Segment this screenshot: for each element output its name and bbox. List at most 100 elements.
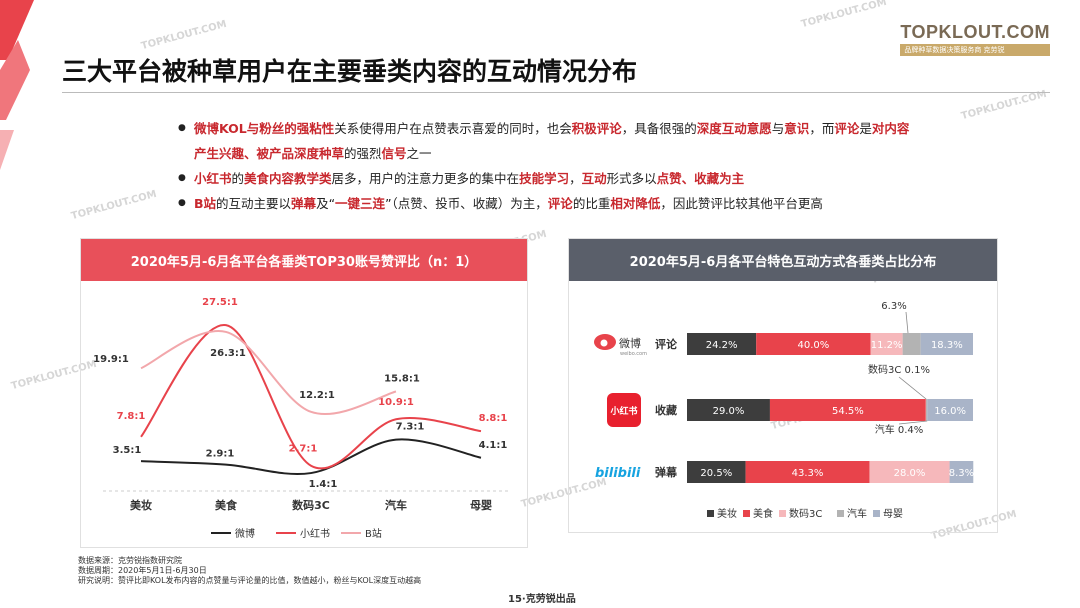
highlight-text: 弹幕 [291,196,317,211]
xiaohongshu-icon [607,393,641,427]
callout-leader [905,311,909,334]
callout-label: 汽车 0.4% [875,423,924,436]
legend-swatch [873,510,880,517]
weibo-eye-icon [600,339,608,347]
legend-label: 美食 [753,507,773,520]
footnotes: 数据来源：克劳锐指数研究院 数据周期：2020年5月1日-6月30日 研究说明：… [78,556,421,586]
weibo-sub-label: weibo.com [620,351,647,357]
series-line-小红书 [140,324,482,470]
xiaohongshu-label: 小红书 [609,405,637,417]
data-label: 7.3:1 [396,422,425,433]
page-title: 三大平台被种草用户在主要垂类内容的互动情况分布 [62,57,638,86]
series-line-微博 [140,438,482,475]
footnote-source: 数据来源：克劳锐指数研究院 [78,556,182,565]
legend-swatch [707,510,714,517]
insight-bullets: 微博KOL与粉丝的强粘性关系使得用户在点赞表示喜爱的同时，也会积极评论，具备很强… [178,116,918,216]
callout-label: 数码3C 0.1% [868,363,930,376]
data-label: 19.9:1 [93,354,129,365]
bullet-text: ，具备很强的 [621,121,697,136]
bar-category-label: 评论 [655,337,678,351]
legend-label: 微博 [235,527,255,540]
legend-label: 母婴 [883,508,903,520]
highlight-text: 技能学习 [519,171,570,186]
bullet-text: ，而 [809,121,835,136]
bar-segment-数码3C [870,333,903,355]
line-chart-title: 2020年5月-6月各平台各垂类TOP30账号赞评比（n：1） [81,239,527,281]
highlight-text: 互动 [581,171,607,186]
bar-segment-母婴 [927,399,973,421]
data-label: 7.8:1 [117,411,146,422]
bar-segment-label: 28.0% [894,468,926,479]
watermark: TOPKLOUT.COM [800,0,888,31]
bar-segment-美食 [745,461,870,483]
highlight-text: 信号 [381,146,407,161]
bullet-text: 及“ [316,196,336,211]
bullet-text: 关系使得用户在点赞表示喜爱的同时，也会 [334,121,572,136]
stacked-bar-chart-panel: 2020年5月-6月各平台特色互动方式各垂类占比分布 微博 weibo.com 小红… [568,238,998,533]
x-tick-label: 数码3C [292,498,330,512]
weibo-label: 微博 [619,336,641,350]
data-label: 15.8:1 [384,373,420,384]
corner-decoration [0,0,34,170]
bullet-item: B站的互动主要以弹幕及“一键三连”（点赞、投币、收藏）为主，评论的比重相对降低，… [178,191,918,216]
bar-segment-美妆 [687,333,757,355]
highlight-text: 积极评论 [571,121,622,136]
legend-swatch [779,510,786,517]
series-line-B站 [140,330,397,415]
footnote-period: 数据周期：2020年5月1日-6月30日 [78,566,207,575]
bar-segment-母婴 [920,333,973,355]
logo-tagline: 品牌种草数据决策服务商 克劳锐 [900,44,1050,56]
bar-segment-label: 8.3% [949,468,974,479]
footnote-method: 研究说明：赞评比即KOL发布内容的点赞量与评论量的比值，数值越小，粉丝与KOL深… [78,576,422,585]
legend-label: 汽车 [847,507,867,520]
bullet-text: 居多，用户的注意力更多的集中在 [331,171,520,186]
bullet-text: ，因此赞评比较其他平台更高 [660,196,823,211]
bullet-text: 的 [231,171,245,186]
bar-category-label: 收藏 [655,403,677,417]
data-label: 4.1:1 [479,440,508,451]
legend-label: 小红书 [300,527,330,540]
highlight-text: 微博KOL与粉丝的强粘性 [194,121,335,136]
bullet-text: ”（点赞、投币、收藏）为主， [385,196,548,211]
data-label: 10.9:1 [378,397,414,408]
highlight-text: 一键三连 [335,196,386,211]
bar-category-label: 弹幕 [655,465,678,479]
highlight-text: 点赞、收藏为主 [656,171,745,186]
bilibili-logo: bilibili [595,466,641,481]
bar-segment-label: 20.5% [700,468,732,479]
title-divider [62,92,1050,93]
highlight-text: 小红书 [194,171,232,186]
callout-leader [898,376,927,400]
bar-segment-汽车 [926,399,928,421]
bar-segment-label: 54.5% [832,406,864,417]
watermark: TOPKLOUT.COM [140,18,228,53]
bullet-item: 小红书的美食内容教学类居多，用户的注意力更多的集中在技能学习，互动形式多以点赞、… [178,166,918,191]
bullet-text: 是 [859,121,872,136]
bar-segment-label: 18.3% [931,340,963,351]
watermark: TOPKLOUT.COM [960,88,1048,123]
data-label: 8.8:1 [479,413,508,424]
bullet-text: 的强烈 [344,146,382,161]
bar-segment-汽车 [902,333,921,355]
legend-label: 数码3C [789,507,822,520]
data-label: 2.7:1 [289,444,318,455]
bar-segment-label: 16.0% [934,406,966,417]
bullet-text: 的互动主要以 [216,196,292,211]
bar-segment-label: 11.2% [871,340,903,351]
legend-label: B站 [365,527,382,540]
highlight-text: 对内容产生兴趣、被产品深度种草 [194,121,910,161]
data-label: 1.4:1 [309,479,338,490]
x-tick-label: 美妆 [130,498,152,512]
data-label: 3.5:1 [113,445,142,456]
bar-chart-title: 2020年5月-6月各平台特色互动方式各垂类占比分布 [569,239,997,281]
data-label: 2.9:1 [206,449,235,460]
data-label: 12.2:1 [299,390,335,401]
data-label: 27.5:1 [202,297,238,308]
bar-segment-label: 29.0% [713,406,745,417]
bullet-text: 之一 [406,146,432,161]
x-tick-label: 汽车 [385,498,407,512]
x-tick-label: 母婴 [470,499,492,512]
ratio-line-chart-panel: 2020年5月-6月各平台各垂类TOP30账号赞评比（n：1） 3.5:1 2.9… [80,238,528,548]
x-tick-label: 美食 [215,498,238,512]
